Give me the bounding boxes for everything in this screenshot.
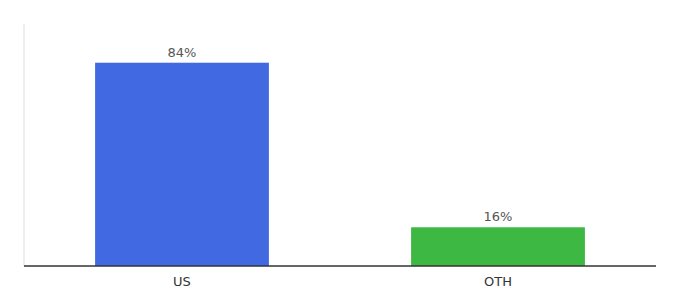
data-label: 84%	[168, 45, 197, 60]
x-tick-label: OTH	[484, 274, 512, 289]
x-axis-line	[24, 265, 656, 267]
data-label: 16%	[484, 209, 513, 224]
x-tick-label: US	[173, 274, 191, 289]
bars	[95, 63, 585, 266]
chart-container: 84% 16% US OTH	[0, 0, 680, 300]
bar	[411, 227, 585, 266]
chart-svg: 84% 16% US OTH	[0, 0, 680, 300]
y-range-line	[24, 24, 25, 266]
bar	[95, 63, 269, 266]
